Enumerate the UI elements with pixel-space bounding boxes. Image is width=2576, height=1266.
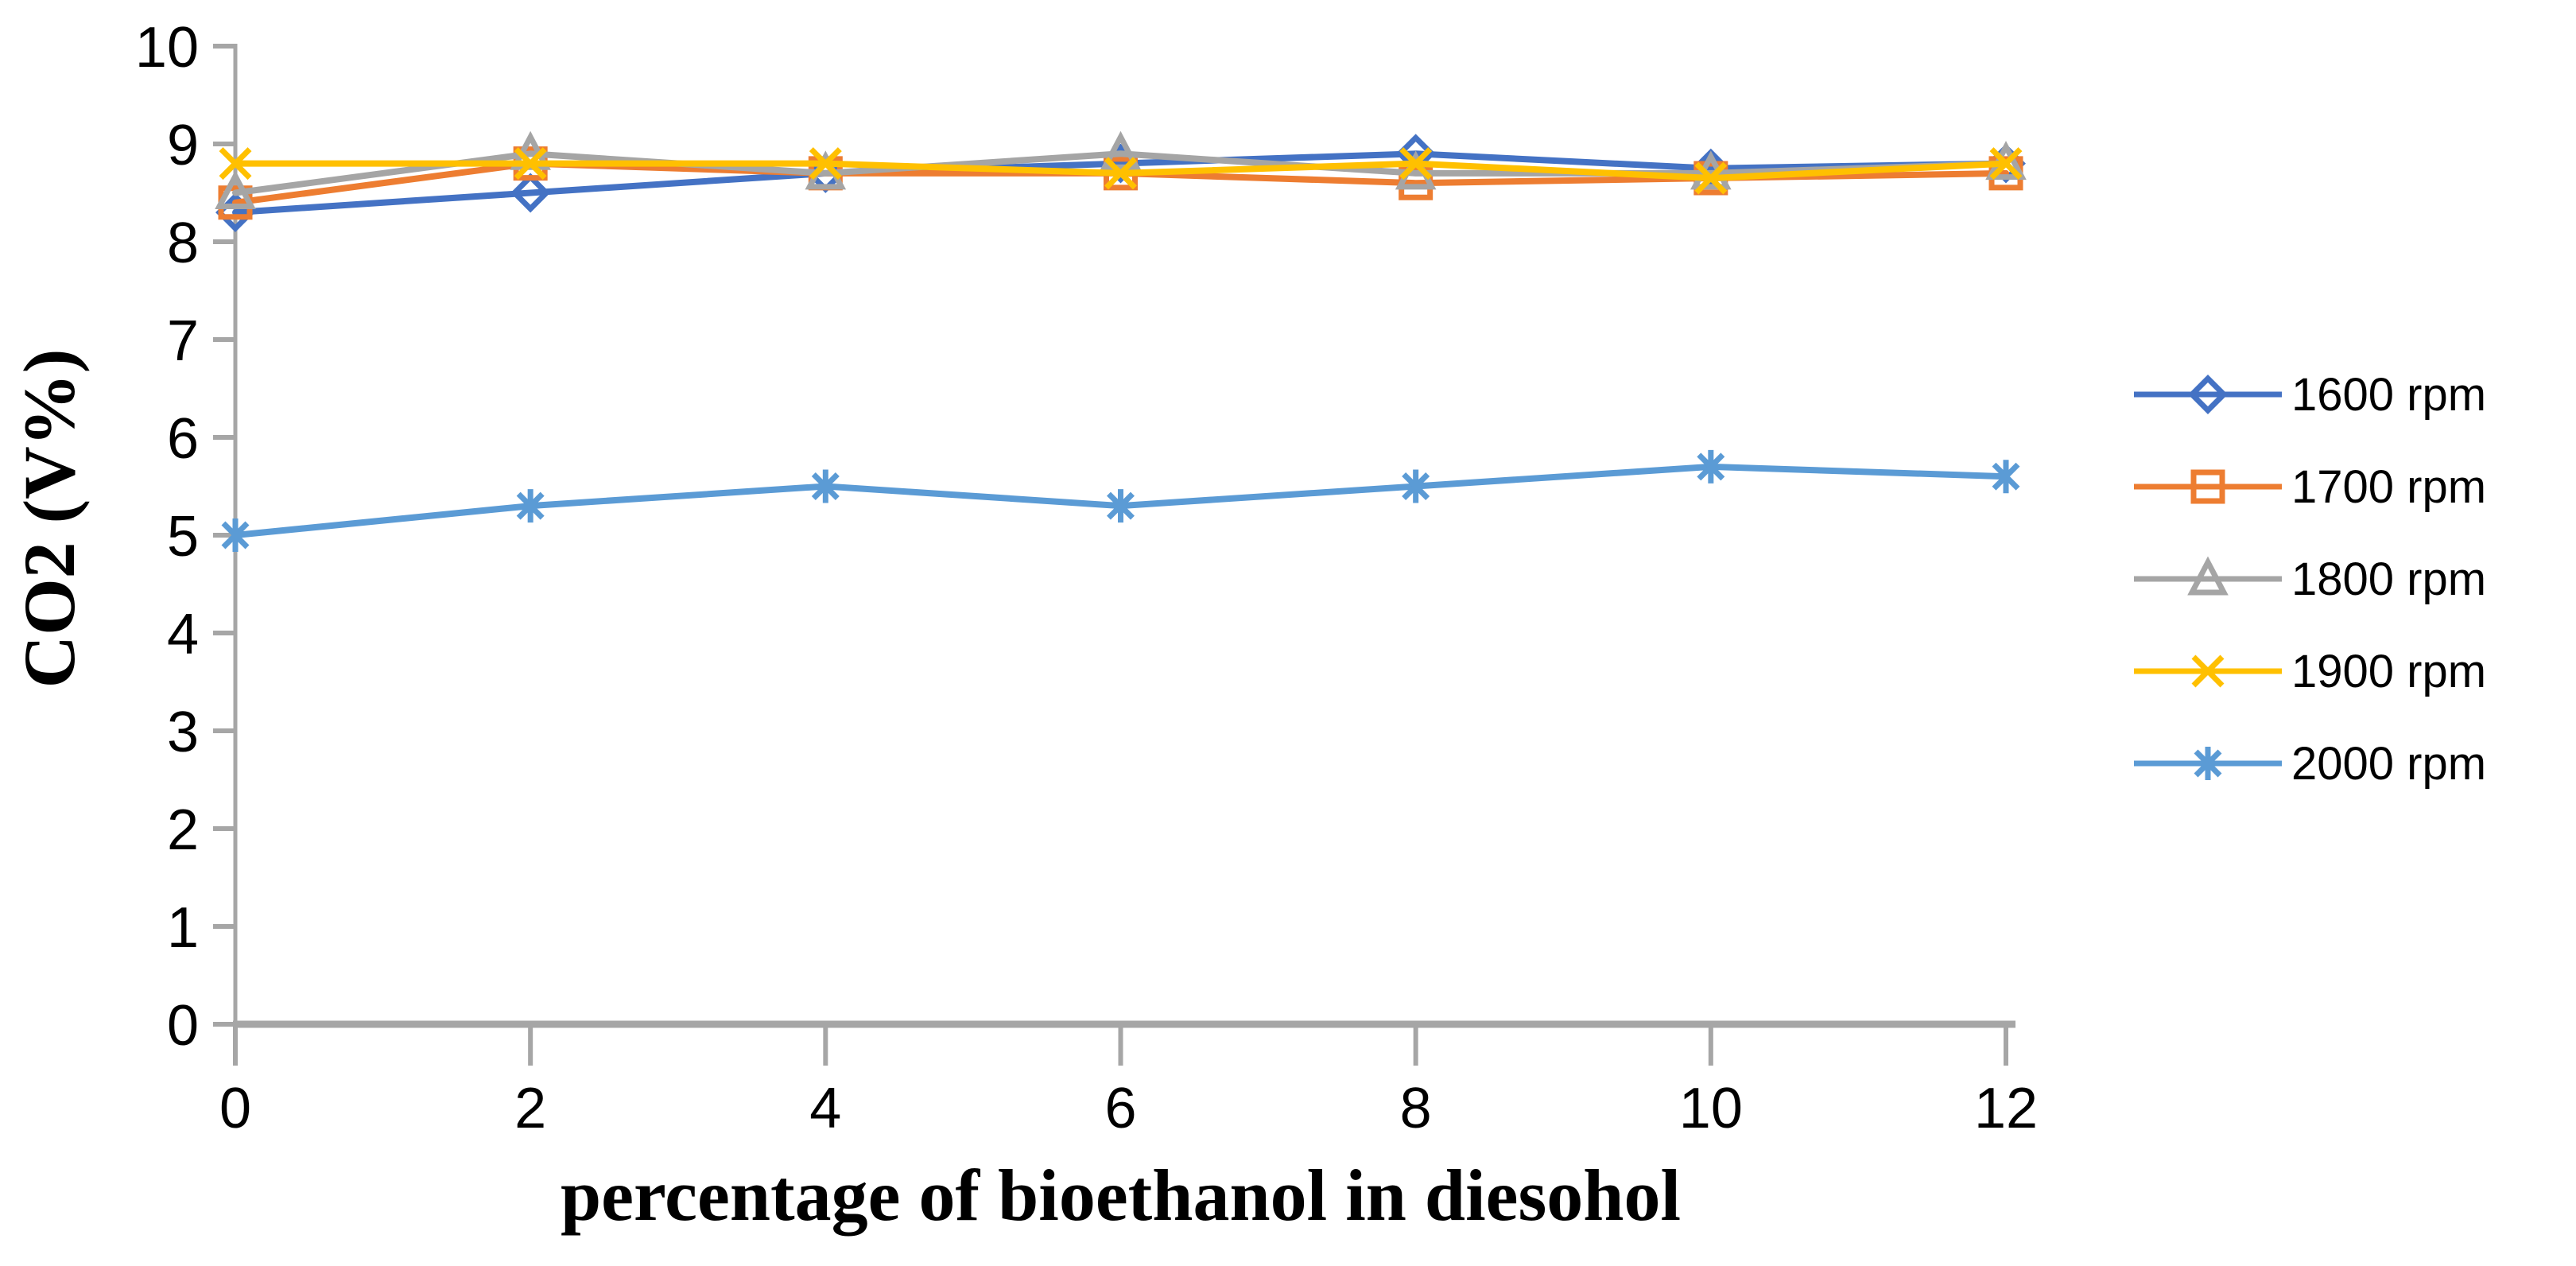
x-tick-label: 10 [1679,1077,1743,1140]
y-tick-label: 5 [167,505,199,569]
marker [1104,157,1137,190]
marker [221,518,250,552]
legend-swatch-triangle-icon [2134,556,2282,596]
legend-label: 1900 rpm [2291,645,2487,697]
y-tick-label: 2 [167,798,199,862]
chart-legend: 1600 rpm 1700 rpm 1800 rpm 1900 rpm 2000 rpm [2132,348,2486,810]
marker [809,147,842,181]
x-tick-label: 4 [809,1077,841,1140]
legend-swatch-square-icon [2134,469,2282,504]
marker [1697,449,1725,483]
marker [219,147,252,181]
y-tick-label: 7 [167,309,199,373]
marker [516,489,545,523]
y-tick-label: 9 [167,114,199,177]
legend-item-1600-rpm: 1600 rpm [2132,348,2486,441]
legend-swatch-asterisk-icon [2134,747,2282,780]
legend-item-1900-rpm: 1900 rpm [2132,625,2486,717]
y-tick-label: 10 [135,16,199,80]
marker [1107,489,1135,523]
y-axis-title: CO2 (V%) [9,348,90,689]
legend-item-1700-rpm: 1700 rpm [2132,441,2486,533]
x-tick-label: 2 [514,1077,546,1140]
y-tick-label: 8 [167,212,199,275]
x-tick-label: 12 [1974,1077,2038,1140]
legend-marker-diamond-icon [2188,375,2228,414]
legend-marker-x-icon [2191,654,2225,688]
legend-swatch-x-icon [2134,654,2282,688]
y-tick-label: 1 [167,896,199,960]
series-line [232,150,2009,196]
series-2000-rpm [221,449,2020,552]
x-tick-label: 0 [219,1077,251,1140]
legend-marker-square-icon [2190,469,2225,504]
legend-item-1800-rpm: 1800 rpm [2132,533,2486,625]
marker [1399,147,1433,181]
marker [510,173,551,213]
legend-label: 1800 rpm [2291,553,2487,605]
legend-label: 1600 rpm [2291,368,2487,421]
x-axis-title: percentage of bioethanol in diesohol [560,1155,1682,1236]
marker [811,469,840,503]
marker [1402,469,1430,503]
series-line [232,150,2009,216]
legend-marker-triangle-icon [2187,556,2229,596]
series-1900-rpm [219,147,2023,195]
x-tick-label: 8 [1400,1077,1432,1140]
y-tick-label: 0 [167,994,199,1058]
marker [215,169,256,209]
legend-label: 2000 rpm [2291,737,2487,790]
legend-marker-asterisk-icon [2194,747,2222,780]
marker [1694,161,1728,195]
y-tick-label: 4 [167,603,199,666]
y-tick-label: 6 [167,407,199,471]
x-tick-label: 6 [1104,1077,1136,1140]
legend-swatch-diamond-icon [2134,375,2282,414]
legend-label: 1700 rpm [2291,460,2487,513]
marker [1989,147,2023,181]
y-tick-label: 3 [167,701,199,764]
marker [514,147,547,181]
marker [1992,460,2020,494]
legend-item-2000-rpm: 2000 rpm [2132,717,2486,810]
marker [1100,130,1142,170]
